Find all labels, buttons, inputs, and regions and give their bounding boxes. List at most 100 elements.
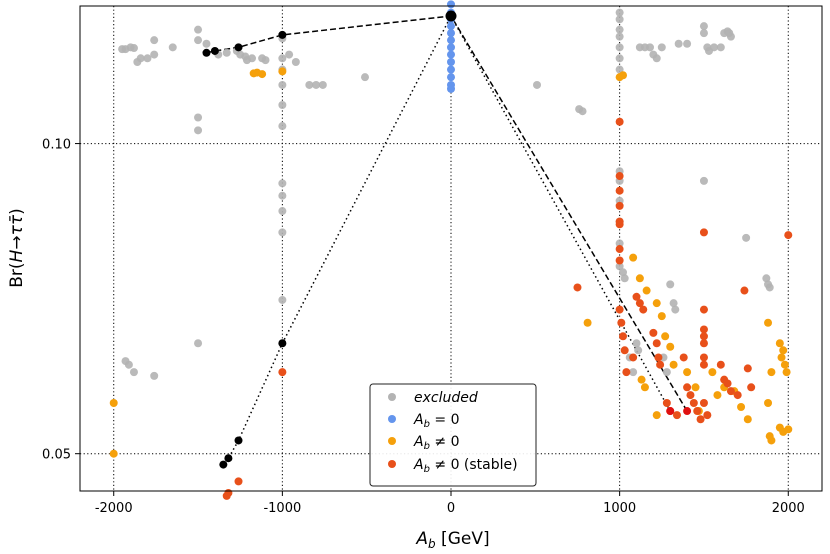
point-excluded bbox=[194, 36, 203, 45]
path-marker-end-red bbox=[666, 407, 675, 416]
point-ab-nonzero-stable bbox=[278, 368, 287, 377]
point-ab-nonzero-stable bbox=[615, 305, 624, 314]
point-excluded bbox=[150, 50, 159, 59]
point-excluded bbox=[278, 80, 287, 89]
point-ab-zero bbox=[447, 84, 455, 93]
point-ab-nonzero-stable bbox=[652, 339, 661, 348]
point-excluded bbox=[278, 207, 287, 216]
legend-label-ab-nonzero-stable: Ab ≠ 0 (stable) bbox=[413, 457, 518, 475]
point-ab-nonzero-stable bbox=[615, 256, 624, 265]
legend-label-excluded: excluded bbox=[414, 390, 478, 406]
legend-label-ab-nonzero: Ab ≠ 0 bbox=[413, 434, 459, 452]
point-ab-nonzero-stable bbox=[573, 283, 582, 292]
point-ab-nonzero-stable bbox=[699, 398, 708, 407]
y-axis-ticks: 0.05 0.10 bbox=[42, 138, 80, 463]
point-ab-nonzero-stable bbox=[686, 391, 695, 400]
point-ab-nonzero bbox=[743, 415, 752, 424]
point-ab-nonzero bbox=[780, 360, 789, 369]
point-excluded bbox=[248, 54, 257, 63]
point-excluded bbox=[615, 43, 624, 52]
reference-paths bbox=[206, 14, 688, 466]
point-excluded bbox=[699, 22, 708, 31]
point-ab-nonzero-stable bbox=[696, 415, 705, 424]
point-ab-nonzero-stable bbox=[699, 325, 708, 334]
legend-marker-ab-nonzero-stable bbox=[388, 460, 396, 468]
point-ab-zero bbox=[447, 50, 455, 59]
point-ab-nonzero bbox=[583, 318, 592, 327]
point-ab-nonzero bbox=[784, 425, 793, 434]
point-excluded bbox=[671, 305, 680, 314]
y-axis-title: Br(H→ττ̄) bbox=[7, 208, 27, 287]
path-marker-dashed bbox=[234, 43, 243, 52]
point-excluded bbox=[261, 56, 270, 65]
point-ab-nonzero bbox=[782, 368, 791, 377]
point-excluded bbox=[278, 54, 287, 63]
point-excluded bbox=[615, 8, 624, 17]
point-excluded bbox=[762, 274, 771, 283]
point-ab-zero bbox=[447, 73, 455, 82]
point-ab-zero bbox=[447, 29, 455, 38]
point-ab-nonzero bbox=[764, 398, 773, 407]
point-excluded bbox=[716, 43, 725, 52]
point-excluded bbox=[194, 25, 203, 34]
legend-marker-ab-nonzero bbox=[388, 437, 396, 445]
point-ab-nonzero-stable bbox=[615, 172, 624, 181]
point-ab-nonzero bbox=[691, 383, 700, 392]
point-ab-nonzero-stable bbox=[654, 353, 663, 362]
point-excluded bbox=[615, 54, 624, 63]
point-ab-nonzero bbox=[737, 403, 746, 412]
point-excluded bbox=[742, 233, 751, 242]
point-ab-nonzero-stable bbox=[733, 391, 742, 400]
point-excluded bbox=[632, 339, 641, 348]
data-points bbox=[109, 0, 793, 500]
point-excluded bbox=[662, 368, 671, 377]
point-excluded bbox=[674, 39, 683, 48]
point-ab-nonzero-stable bbox=[740, 286, 749, 295]
path-marker-dotted bbox=[219, 460, 228, 469]
point-ab-nonzero-stable bbox=[620, 346, 629, 355]
point-ab-nonzero bbox=[777, 353, 786, 362]
point-excluded bbox=[278, 228, 287, 237]
point-excluded bbox=[726, 32, 735, 41]
point-excluded bbox=[669, 299, 678, 308]
point-ab-nonzero-stable bbox=[716, 360, 725, 369]
point-excluded bbox=[360, 73, 369, 82]
point-ab-nonzero-stable bbox=[672, 411, 681, 420]
path-marker-dotted bbox=[234, 436, 243, 445]
point-ab-nonzero bbox=[258, 70, 267, 79]
point-excluded bbox=[222, 48, 231, 57]
point-excluded bbox=[645, 43, 654, 52]
legend: excluded Ab = 0 Ab ≠ 0 Ab ≠ 0 (stable) bbox=[369, 383, 537, 487]
x-tick-label: -2000 bbox=[95, 501, 133, 516]
point-ab-nonzero bbox=[652, 411, 661, 420]
path-marker-dashed bbox=[202, 48, 211, 57]
path-marker-dashed bbox=[278, 30, 287, 39]
point-ab-nonzero-stable bbox=[747, 383, 756, 392]
point-ab-nonzero-stable bbox=[679, 353, 688, 362]
point-ab-nonzero-stable bbox=[619, 332, 628, 341]
point-ab-zero bbox=[447, 0, 455, 9]
point-excluded bbox=[578, 107, 587, 116]
point-excluded bbox=[683, 39, 692, 48]
point-ab-nonzero bbox=[109, 398, 118, 407]
x-axis-title: Ab [GeV] bbox=[415, 529, 489, 551]
point-excluded bbox=[305, 80, 314, 89]
point-excluded bbox=[143, 54, 152, 63]
path-marker-dashed bbox=[210, 46, 219, 55]
legend-box bbox=[369, 383, 537, 487]
point-ab-nonzero-stable bbox=[699, 305, 708, 314]
point-excluded bbox=[278, 295, 287, 304]
point-excluded bbox=[699, 29, 708, 38]
point-ab-nonzero-stable bbox=[656, 360, 665, 369]
point-excluded bbox=[710, 43, 719, 52]
point-excluded bbox=[278, 122, 287, 131]
point-ab-nonzero-stable bbox=[234, 477, 243, 486]
point-excluded bbox=[194, 113, 203, 122]
point-excluded bbox=[150, 371, 159, 380]
point-ab-nonzero-stable bbox=[615, 220, 624, 229]
point-excluded bbox=[533, 80, 542, 89]
point-ab-nonzero-stable bbox=[622, 368, 631, 377]
point-excluded bbox=[278, 179, 287, 188]
point-excluded bbox=[699, 176, 708, 185]
